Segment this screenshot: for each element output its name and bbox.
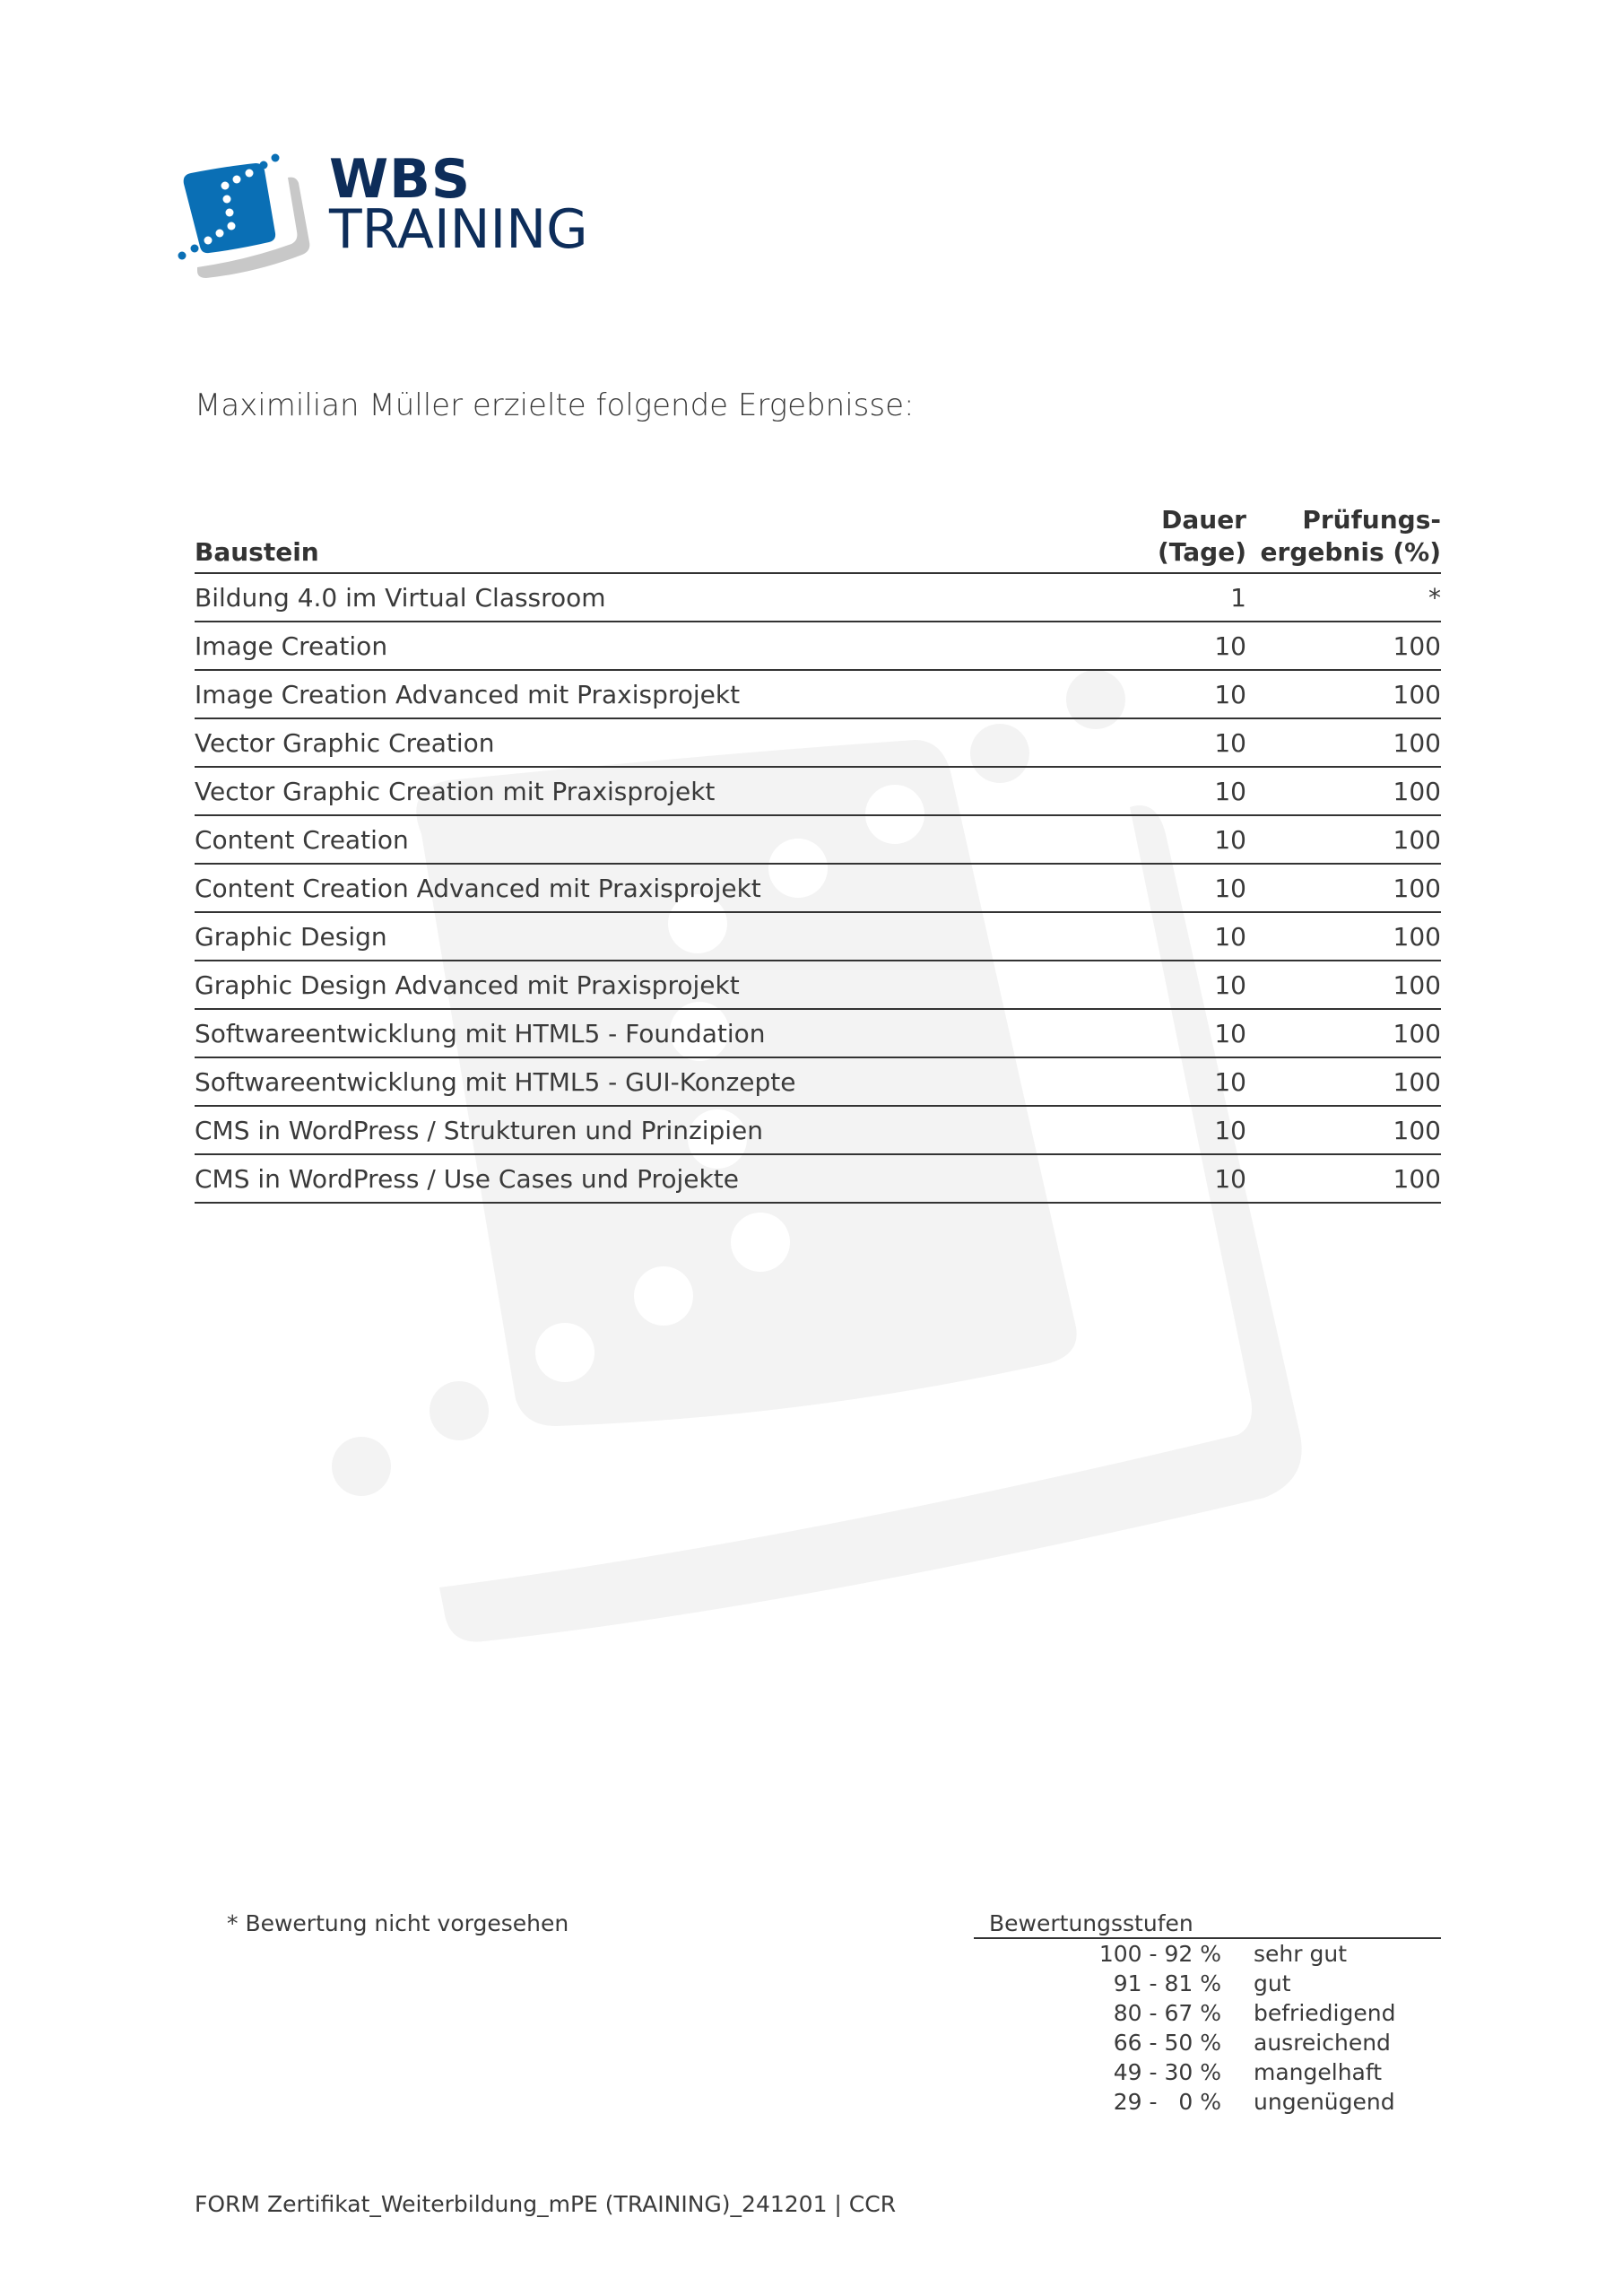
duration-days: 1 bbox=[1067, 573, 1246, 622]
exam-result: 100 bbox=[1246, 1154, 1441, 1204]
module-name: Bildung 4.0 im Virtual Classroom bbox=[195, 573, 1067, 622]
module-name: Graphic Design Advanced mit Praxisprojek… bbox=[195, 961, 1067, 1010]
exam-result: 100 bbox=[1246, 767, 1441, 816]
module-name: CMS in WordPress / Strukturen und Prinzi… bbox=[195, 1106, 1067, 1155]
logo-mark-icon bbox=[178, 153, 310, 278]
grading-label: befriedigend bbox=[1254, 2000, 1396, 2026]
module-name: Graphic Design bbox=[195, 912, 1067, 961]
module-name: Content Creation Advanced mit Praxisproj… bbox=[195, 864, 1067, 913]
grading-level: 80 - 67 % befriedigend bbox=[974, 1998, 1441, 2028]
module-name: Image Creation bbox=[195, 622, 1067, 671]
table-row: Bildung 4.0 im Virtual Classroom 1 * bbox=[195, 573, 1441, 622]
module-name: Softwareentwicklung mit HTML5 - GUI-Konz… bbox=[195, 1057, 1067, 1107]
wbs-training-logo: WBS TRAINING bbox=[175, 144, 614, 278]
duration-days: 10 bbox=[1067, 718, 1246, 768]
exam-result: * bbox=[1246, 573, 1441, 622]
duration-days: 10 bbox=[1067, 1057, 1246, 1107]
grading-title: Bewertungsstufen bbox=[974, 1910, 1441, 1939]
logo-text-training: TRAINING bbox=[329, 198, 588, 261]
table-row: Graphic Design 10 100 bbox=[195, 912, 1441, 961]
exam-result: 100 bbox=[1246, 1057, 1441, 1107]
table-row: CMS in WordPress / Use Cases und Projekt… bbox=[195, 1154, 1441, 1204]
duration-days: 10 bbox=[1067, 622, 1246, 671]
header-baustein: Baustein bbox=[195, 504, 1067, 574]
module-name: Vector Graphic Creation bbox=[195, 718, 1067, 768]
grading-level: 100 - 92 % sehr gut bbox=[974, 1939, 1441, 1969]
module-name: Content Creation bbox=[195, 815, 1067, 865]
exam-result: 100 bbox=[1246, 1106, 1441, 1155]
exam-result: 100 bbox=[1246, 864, 1441, 913]
duration-days: 10 bbox=[1067, 961, 1246, 1010]
exam-result: 100 bbox=[1246, 912, 1441, 961]
exam-result: 100 bbox=[1246, 622, 1441, 671]
grading-label: mangelhaft bbox=[1254, 2059, 1383, 2085]
duration-days: 10 bbox=[1067, 767, 1246, 816]
duration-days: 10 bbox=[1067, 1009, 1246, 1058]
table-row: CMS in WordPress / Strukturen und Prinzi… bbox=[195, 1106, 1441, 1155]
grading-level: 49 - 30 % mangelhaft bbox=[974, 2057, 1441, 2087]
table-row: Content Creation 10 100 bbox=[195, 815, 1441, 865]
table-row: Vector Graphic Creation mit Praxisprojek… bbox=[195, 767, 1441, 816]
grading-level: 66 - 50 % ausreichend bbox=[974, 2028, 1441, 2057]
header-dauer: Dauer (Tage) bbox=[1067, 504, 1246, 574]
header-dauer-line2: (Tage) bbox=[1157, 537, 1246, 567]
grading-range: 80 - 67 % bbox=[1113, 2000, 1221, 2026]
module-name: CMS in WordPress / Use Cases und Projekt… bbox=[195, 1154, 1067, 1204]
exam-result: 100 bbox=[1246, 815, 1441, 865]
table-row: Graphic Design Advanced mit Praxisprojek… bbox=[195, 961, 1441, 1010]
results-table: Baustein Dauer (Tage) Prüfungs-ergebnis (… bbox=[195, 504, 1441, 1204]
header-ergebnis-line2: ergebnis (%) bbox=[1260, 537, 1441, 567]
header-ergebnis-line1: Prüfungs- bbox=[1302, 505, 1441, 535]
grading-range: 100 - 92 % bbox=[1098, 1941, 1221, 1967]
exam-result: 100 bbox=[1246, 718, 1441, 768]
grading-label: ungenügend bbox=[1254, 2089, 1395, 2115]
grading-label: gut bbox=[1254, 1970, 1291, 1996]
grading-label: ausreichend bbox=[1254, 2030, 1391, 2056]
module-name: Softwareentwicklung mit HTML5 - Foundati… bbox=[195, 1009, 1067, 1058]
table-row: Vector Graphic Creation 10 100 bbox=[195, 718, 1441, 768]
module-name: Image Creation Advanced mit Praxisprojek… bbox=[195, 670, 1067, 719]
intro-heading: Maximilian Müller erzielte folgende Erge… bbox=[195, 387, 915, 423]
table-row: Softwareentwicklung mit HTML5 - Foundati… bbox=[195, 1009, 1441, 1058]
duration-days: 10 bbox=[1067, 670, 1246, 719]
module-name: Vector Graphic Creation mit Praxisprojek… bbox=[195, 767, 1067, 816]
grading-level: 29 - 0 % ungenügend bbox=[974, 2087, 1441, 2117]
exam-result: 100 bbox=[1246, 1009, 1441, 1058]
header-ergebnis: Prüfungs-ergebnis (%) bbox=[1246, 504, 1441, 574]
grading-range: 49 - 30 % bbox=[1113, 2059, 1221, 2085]
exam-result: 100 bbox=[1246, 961, 1441, 1010]
duration-days: 10 bbox=[1067, 864, 1246, 913]
form-footer: FORM Zertifikat_Weiterbildung_mPE (TRAIN… bbox=[195, 2191, 897, 2217]
table-row: Softwareentwicklung mit HTML5 - GUI-Konz… bbox=[195, 1057, 1441, 1107]
grading-label: sehr gut bbox=[1254, 1941, 1347, 1967]
footnote: * Bewertung nicht vorgesehen bbox=[227, 1910, 569, 1936]
table-row: Image Creation 10 100 bbox=[195, 622, 1441, 671]
duration-days: 10 bbox=[1067, 815, 1246, 865]
grading-level: 91 - 81 % gut bbox=[974, 1969, 1441, 1998]
grading-range: 29 - 0 % bbox=[1113, 2089, 1221, 2115]
exam-result: 100 bbox=[1246, 670, 1441, 719]
logo-text-wbs: WBS bbox=[329, 148, 472, 211]
grading-range: 66 - 50 % bbox=[1113, 2030, 1221, 2056]
grading-range: 91 - 81 % bbox=[1113, 1970, 1221, 1996]
table-header-row: Baustein Dauer (Tage) Prüfungs-ergebnis (… bbox=[195, 504, 1441, 574]
duration-days: 10 bbox=[1067, 1106, 1246, 1155]
duration-days: 10 bbox=[1067, 912, 1246, 961]
table-row: Image Creation Advanced mit Praxisprojek… bbox=[195, 670, 1441, 719]
grading-scale: Bewertungsstufen 100 - 92 % sehr gut 91 - … bbox=[974, 1910, 1441, 2117]
duration-days: 10 bbox=[1067, 1154, 1246, 1204]
header-dauer-line1: Dauer bbox=[1161, 505, 1246, 535]
table-row: Content Creation Advanced mit Praxisproj… bbox=[195, 864, 1441, 913]
